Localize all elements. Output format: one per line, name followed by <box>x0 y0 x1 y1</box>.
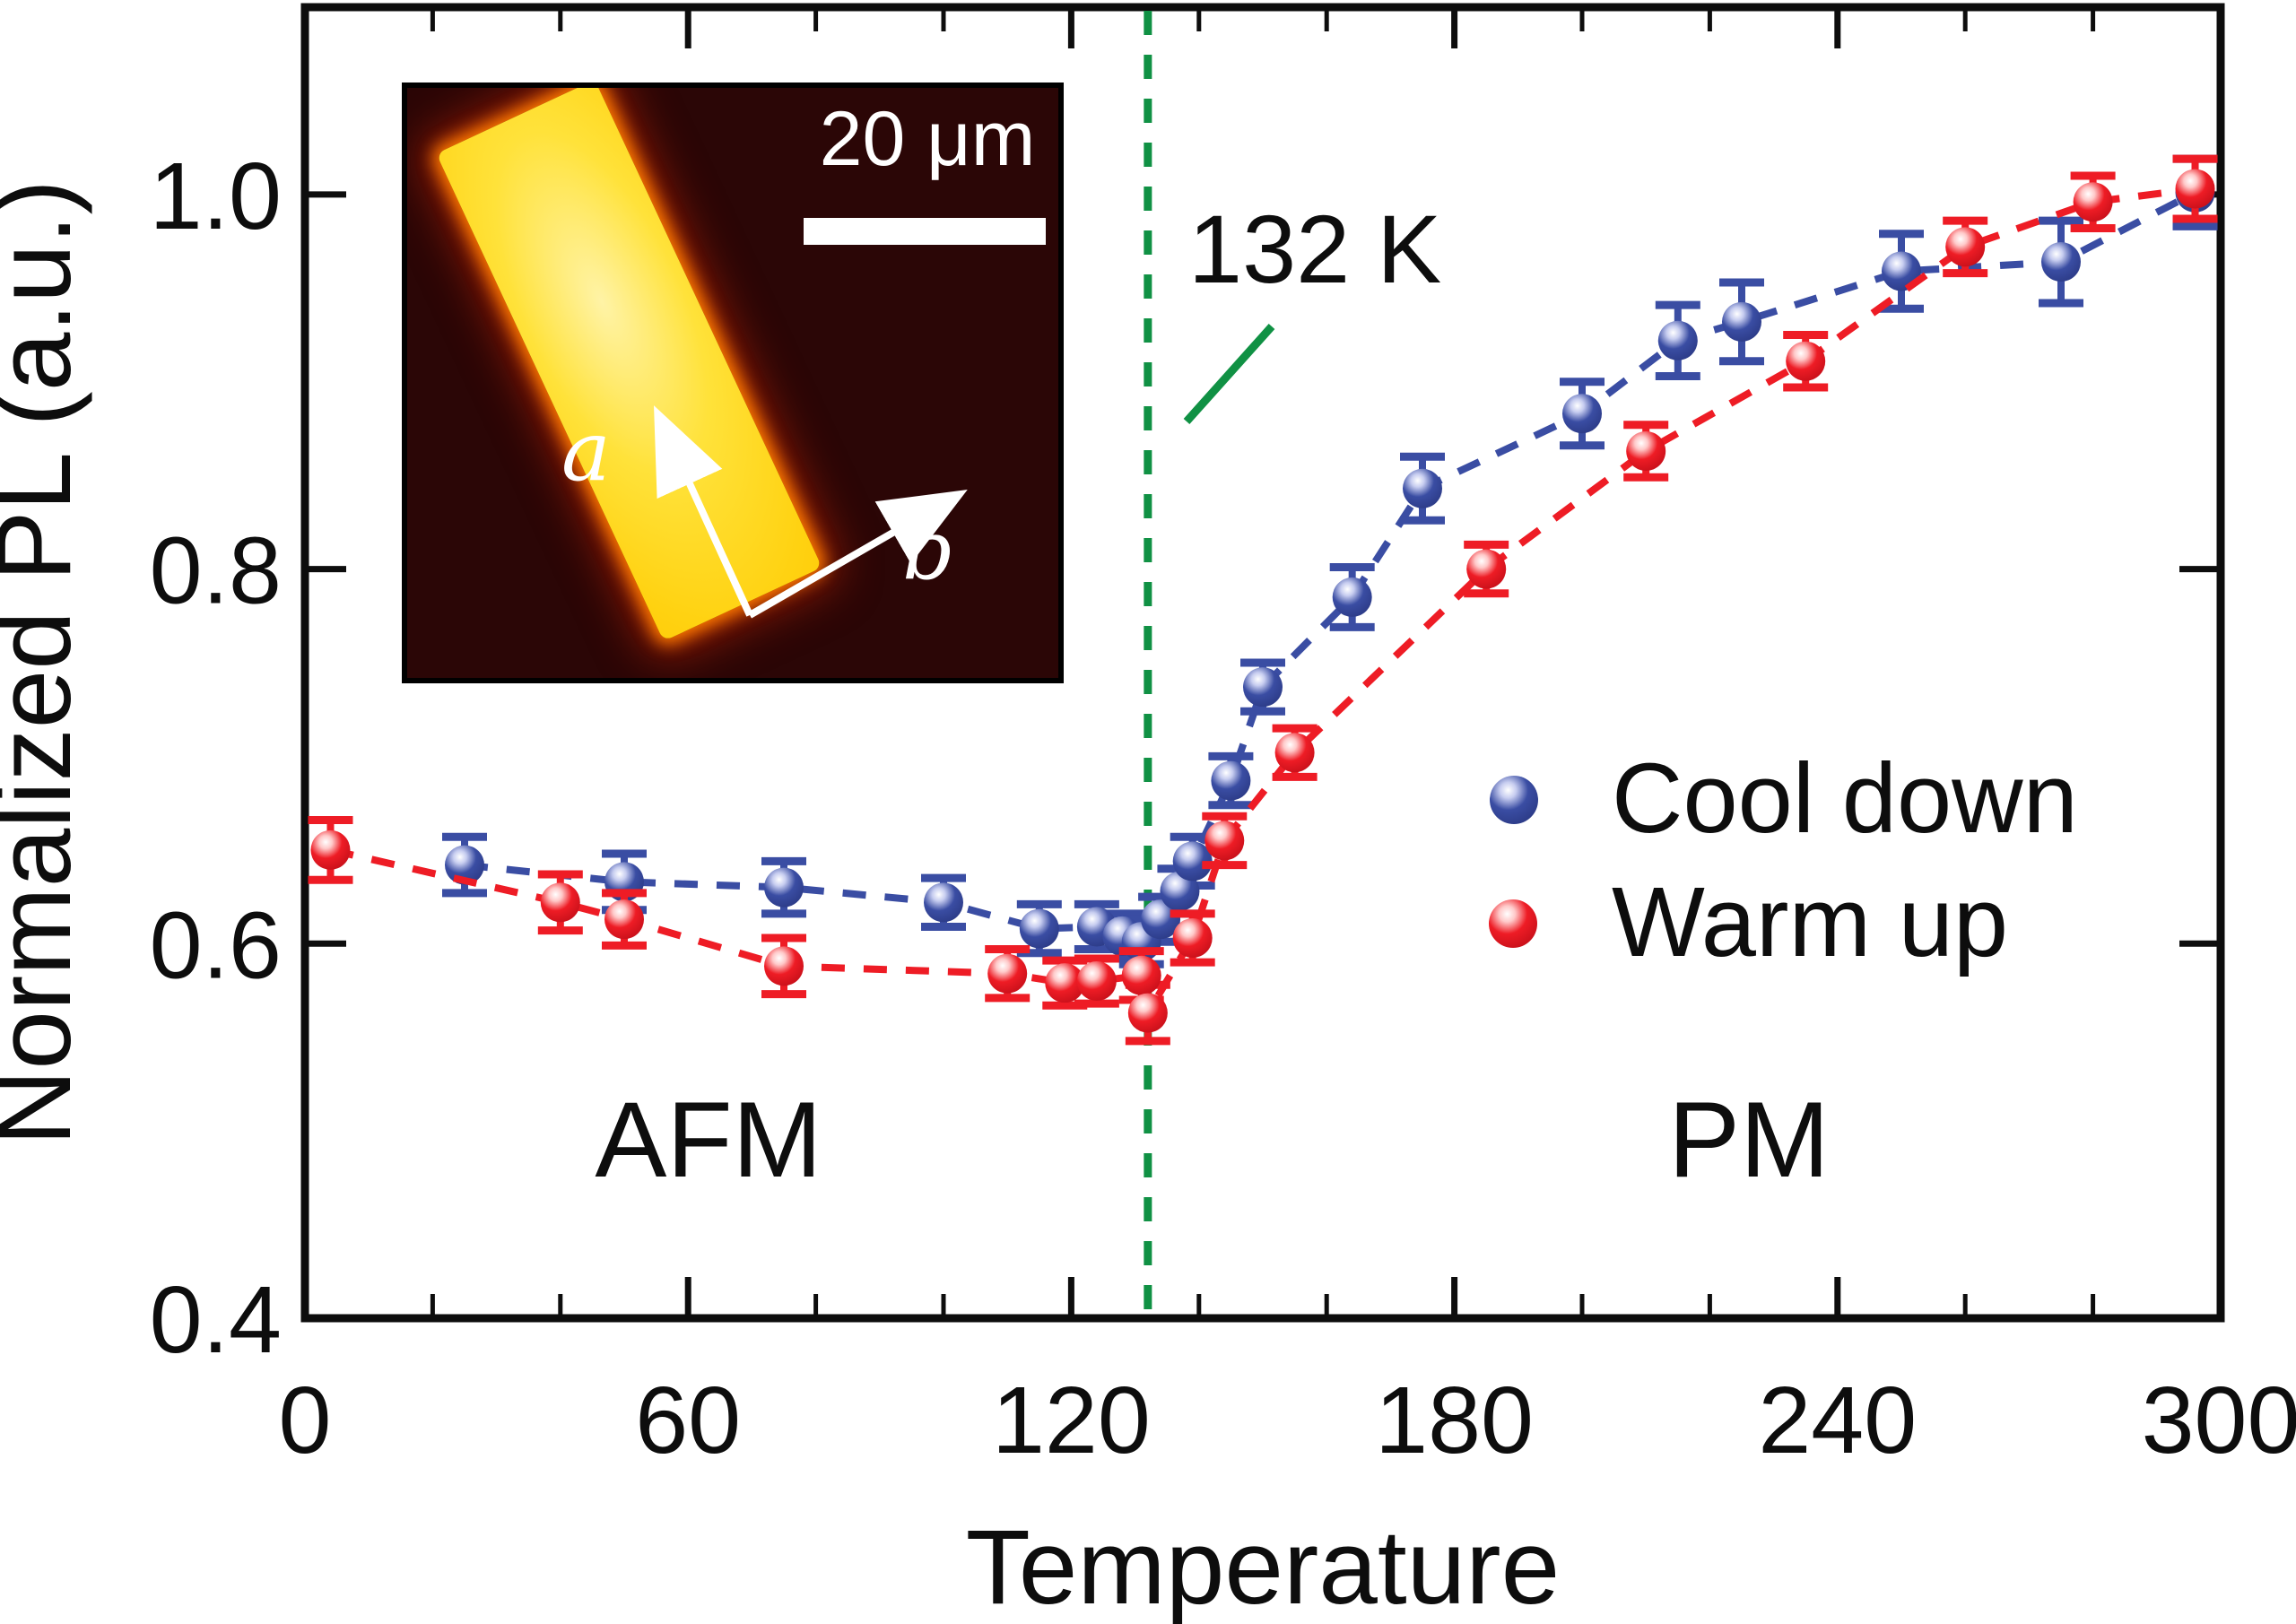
region-label-pm: PM <box>1668 1080 1830 1200</box>
b-axis-label: b <box>902 502 955 598</box>
inset-scale-bar-label: 20 μm <box>819 96 1036 182</box>
svg-text:180: 180 <box>1375 1368 1534 1473</box>
svg-text:240: 240 <box>1758 1368 1917 1473</box>
inset-crystal-axes-arrows <box>654 405 968 619</box>
b-axis-arrow <box>748 490 968 619</box>
legend-cool-down-label: Cool down <box>1612 743 2078 854</box>
svg-text:120: 120 <box>992 1368 1151 1473</box>
x-axis-title: Temperature <box>966 1508 1560 1624</box>
svg-text:300: 300 <box>2142 1368 2296 1473</box>
data-series <box>308 154 2218 1046</box>
y-axis-title: Normalized PL (a.u.) <box>0 179 93 1146</box>
svg-text:1.0: 1.0 <box>150 143 282 249</box>
legend-cool-down-marker <box>1490 776 1538 824</box>
svg-text:0.4: 0.4 <box>150 1267 282 1373</box>
svg-text:60: 60 <box>635 1368 741 1473</box>
axis-tick-labels: 0 60 120 180 240 300 0.4 0.6 0.8 1.0 <box>150 143 2296 1473</box>
svg-text:0: 0 <box>279 1368 332 1473</box>
legend: Cool down Warm up <box>1489 743 2078 977</box>
a-axis-arrow <box>654 405 753 617</box>
inset-pl-microscopy-image: 20 μm a b <box>402 83 1064 683</box>
legend-warm-up-marker <box>1489 899 1537 948</box>
transition-annotation: 132 K <box>1188 195 1441 303</box>
svg-text:0.6: 0.6 <box>150 892 282 998</box>
a-axis-label: a <box>561 404 611 499</box>
svg-text:0.8: 0.8 <box>150 518 282 624</box>
annotation-pointer-line <box>1183 323 1275 425</box>
inset-scale-bar <box>804 218 1046 245</box>
legend-warm-up-label: Warm up <box>1612 867 2008 977</box>
plot-border <box>300 3 2225 1323</box>
region-label-afm: AFM <box>595 1080 822 1200</box>
